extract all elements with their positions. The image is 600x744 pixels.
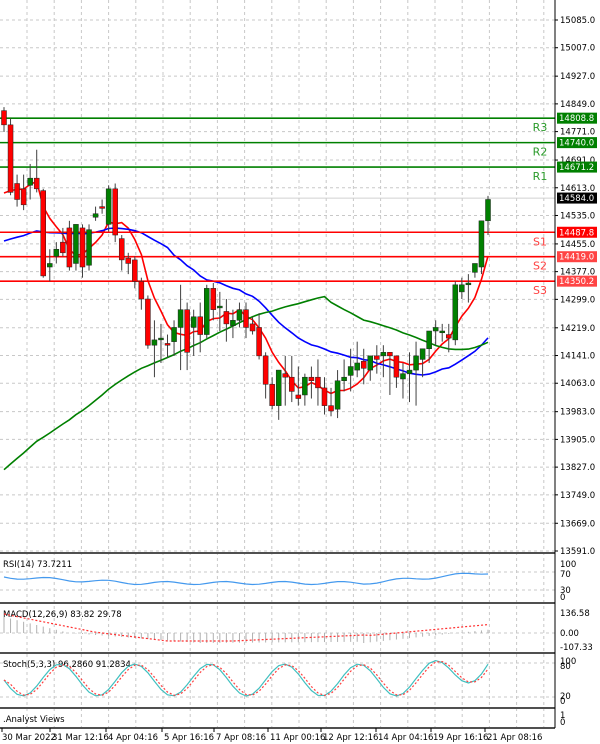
svg-text:0: 0: [560, 593, 565, 603]
svg-text:13591.0: 13591.0: [560, 547, 595, 557]
level-label-r2: R2: [533, 146, 548, 159]
svg-text:13749.0: 13749.0: [560, 491, 595, 501]
svg-text:19 Apr 16:16: 19 Apr 16:16: [433, 733, 488, 743]
svg-text:14584.0: 14584.0: [559, 194, 594, 204]
level-label-s1: S1: [533, 235, 547, 248]
svg-text:14487.8: 14487.8: [559, 228, 594, 238]
svg-text:30 Mar 2022: 30 Mar 2022: [2, 733, 56, 743]
level-label-s2: S2: [533, 260, 547, 273]
svg-text:14613.0: 14613.0: [560, 184, 595, 194]
svg-text:14535.0: 14535.0: [560, 211, 595, 221]
svg-text:21 Apr 08:16: 21 Apr 08:16: [487, 733, 542, 743]
svg-text:13905.0: 13905.0: [560, 435, 595, 445]
svg-text:136.58: 136.58: [560, 609, 590, 619]
svg-text:14350.2: 14350.2: [559, 277, 594, 287]
svg-text:14141.0: 14141.0: [560, 352, 595, 362]
level-label-r1: R1: [533, 170, 548, 183]
level-label-r3: R3: [533, 121, 548, 134]
svg-text:14299.0: 14299.0: [560, 295, 595, 305]
svg-text:31 Mar 12:16: 31 Mar 12:16: [52, 733, 109, 743]
candles: [1, 107, 491, 420]
svg-text:15007.0: 15007.0: [560, 44, 595, 54]
svg-text:14740.0: 14740.0: [559, 139, 594, 149]
svg-text:13983.0: 13983.0: [560, 408, 595, 418]
svg-text:12 Apr 12:16: 12 Apr 12:16: [323, 733, 378, 743]
svg-text:30: 30: [560, 586, 571, 596]
svg-text:Stoch(5,3,3) 96.2860 91.2834: Stoch(5,3,3) 96.2860 91.2834: [3, 660, 131, 670]
svg-text:RSI(14) 73.7211: RSI(14) 73.7211: [3, 560, 72, 570]
svg-text:14 Apr 04:16: 14 Apr 04:16: [378, 733, 433, 743]
svg-text:100: 100: [560, 657, 576, 667]
svg-text:70: 70: [560, 570, 571, 580]
indicator-panes: RSI(14) 73.7211 MACD(12,26,9) 83.82 29.78…: [0, 552, 555, 729]
svg-text:4 Apr 04:16: 4 Apr 04:16: [108, 733, 158, 743]
svg-text:14849.0: 14849.0: [560, 100, 595, 110]
svg-text:14219.0: 14219.0: [560, 324, 595, 334]
svg-text:0.00: 0.00: [560, 629, 579, 639]
svg-text:14419.0: 14419.0: [559, 253, 594, 263]
svg-text:1: 1: [560, 711, 565, 721]
svg-text:15085.0: 15085.0: [560, 16, 595, 26]
level-label-s3: S3: [533, 284, 547, 297]
svg-text:MACD(12,26,9) 83.82 29.78: MACD(12,26,9) 83.82 29.78: [3, 610, 122, 620]
svg-text:13669.0: 13669.0: [560, 519, 595, 529]
svg-text:14671.2: 14671.2: [559, 163, 594, 173]
svg-text:14455.0: 14455.0: [560, 240, 595, 250]
svg-text:14771.0: 14771.0: [560, 128, 595, 138]
svg-text:11 Apr 00:16: 11 Apr 00:16: [270, 733, 325, 743]
price-tags: 14808.8 14740.0 14671.2 14584.0 14487.8 14419…: [557, 112, 597, 287]
svg-text:14808.8: 14808.8: [559, 114, 594, 124]
svg-text:5 Apr 16:16: 5 Apr 16:16: [164, 733, 214, 743]
svg-text:14927.0: 14927.0: [560, 72, 595, 82]
svg-text:14063.0: 14063.0: [560, 379, 595, 389]
svg-text:.Analyst Views: .Analyst Views: [3, 715, 65, 725]
svg-text:0: 0: [560, 718, 565, 728]
svg-text:7 Apr 08:16: 7 Apr 08:16: [216, 733, 266, 743]
svg-text:13827.0: 13827.0: [560, 463, 595, 473]
support-resistance-levels: R3 R2 R1 S1 S2 S3: [0, 117, 555, 297]
svg-text:-107.33: -107.33: [560, 643, 593, 653]
svg-text:100: 100: [560, 560, 576, 570]
svg-text:20: 20: [560, 692, 571, 702]
price-axis: 15085.0 15007.0 14927.0 14849.0 14771.0 14691…: [554, 0, 600, 744]
grid: [0, 0, 555, 728]
svg-text:14377.0: 14377.0: [560, 268, 595, 278]
svg-text:80: 80: [560, 662, 571, 672]
svg-text:0: 0: [560, 697, 565, 707]
svg-text:14691.0: 14691.0: [560, 156, 595, 166]
